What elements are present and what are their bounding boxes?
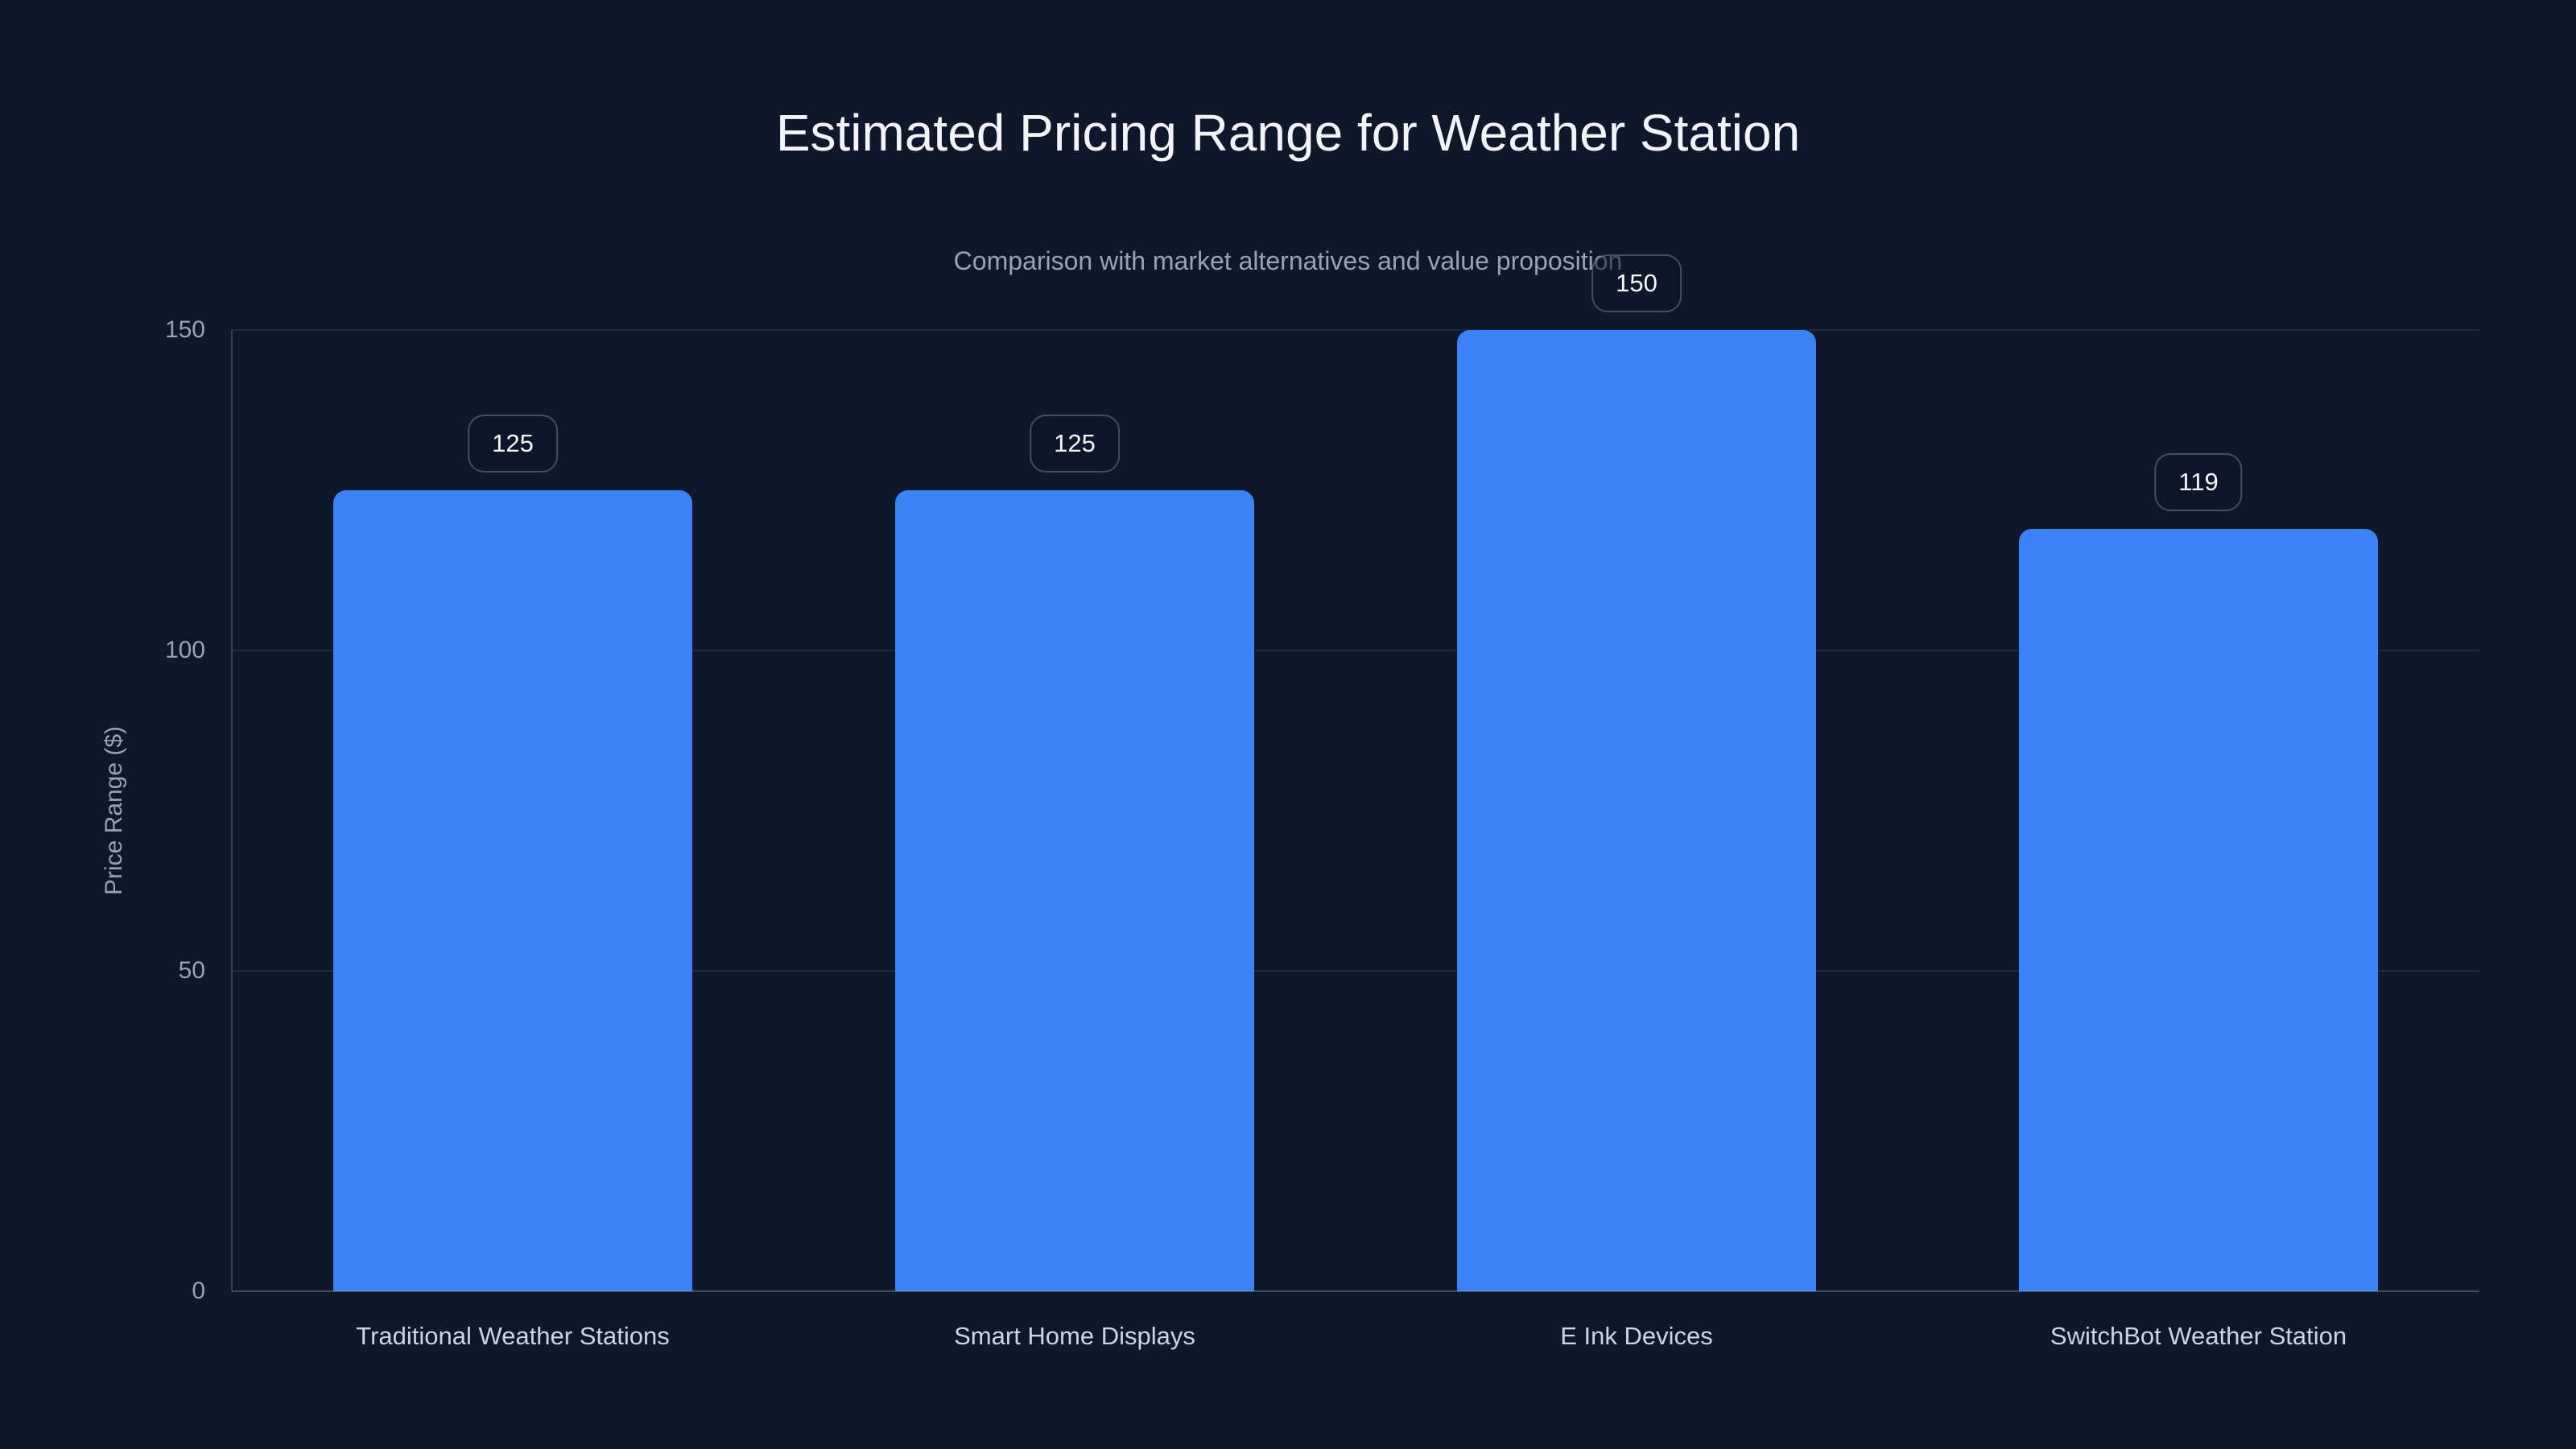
value-badge: 125	[1030, 415, 1120, 473]
chart-title: Estimated Pricing Range for Weather Stat…	[775, 104, 1801, 162]
x-axis-label: SwitchBot Weather Station	[2050, 1322, 2347, 1350]
y-axis-line	[231, 330, 233, 1291]
y-tick-label-150: 150	[164, 316, 205, 343]
bar-slot: 125 Smart Home Displays	[794, 330, 1356, 1350]
x-axis-label: E Ink Devices	[1560, 1322, 1713, 1350]
x-axis-label: Smart Home Displays	[954, 1322, 1195, 1350]
gridline-150	[232, 329, 2479, 331]
x-axis-label: Traditional Weather Stations	[356, 1322, 670, 1350]
value-badge: 125	[468, 415, 558, 473]
chart-subtitle: Comparison with market alternatives and …	[953, 246, 1623, 275]
y-axis-title: Price Range ($)	[101, 725, 127, 896]
x-axis-baseline	[232, 1290, 2479, 1292]
y-tick-label-50: 50	[178, 957, 205, 984]
bar[interactable]	[1457, 330, 1816, 1291]
gridline-50	[232, 970, 2479, 972]
bar[interactable]	[2019, 528, 2378, 1291]
value-badge: 150	[1591, 254, 1682, 312]
plot-area: 0 50 100 150 125 Traditional Weather Stations…	[165, 254, 2479, 1350]
bar-slot: 150 E Ink Devices	[1356, 254, 1918, 1350]
y-tick-label-0: 0	[192, 1278, 205, 1304]
y-tick-label-100: 100	[164, 637, 205, 663]
bar[interactable]	[333, 490, 692, 1291]
bar[interactable]	[895, 490, 1254, 1291]
bar-slot: 119 SwitchBot Weather Station	[1918, 330, 2479, 1350]
bar-slot: 125 Traditional Weather Stations	[232, 330, 794, 1350]
gridline-100	[232, 650, 2479, 651]
value-badge: 119	[2154, 452, 2243, 511]
